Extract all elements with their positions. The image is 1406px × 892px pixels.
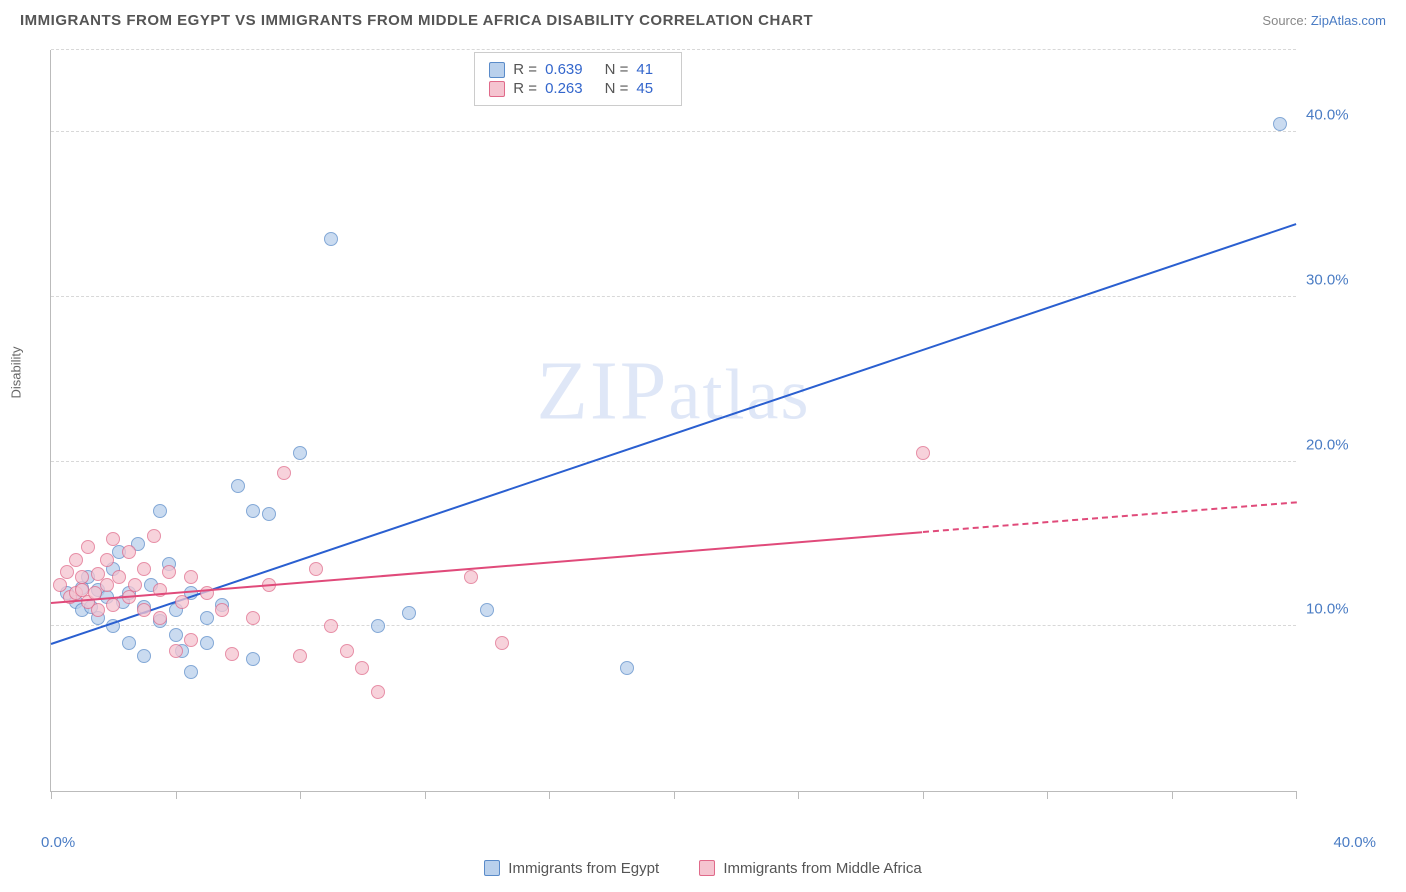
- data-point-series-0: [620, 661, 634, 675]
- x-max-label: 40.0%: [1333, 834, 1376, 851]
- data-point-series-1: [215, 603, 229, 617]
- gridline-h: [51, 131, 1296, 132]
- y-tick-label: 30.0%: [1306, 272, 1376, 289]
- data-point-series-0: [200, 611, 214, 625]
- x-tick: [425, 791, 426, 799]
- data-point-series-1: [464, 570, 478, 584]
- data-point-series-1: [69, 553, 83, 567]
- data-point-series-0: [262, 507, 276, 521]
- data-point-series-0: [231, 479, 245, 493]
- data-point-series-1: [184, 570, 198, 584]
- data-point-series-1: [184, 633, 198, 647]
- data-point-series-0: [246, 504, 260, 518]
- gridline-h: [51, 296, 1296, 297]
- data-point-series-0: [137, 649, 151, 663]
- data-point-series-1: [175, 595, 189, 609]
- x-tick: [549, 791, 550, 799]
- n-value-0: 41: [636, 61, 653, 78]
- data-point-series-1: [81, 540, 95, 554]
- data-point-series-1: [309, 562, 323, 576]
- data-point-series-0: [1273, 117, 1287, 131]
- source-attribution: Source: ZipAtlas.com: [1262, 13, 1386, 28]
- r-value-1: 0.263: [545, 80, 583, 97]
- x-tick: [923, 791, 924, 799]
- data-point-series-1: [100, 578, 114, 592]
- gridline-h: [51, 49, 1296, 50]
- data-point-series-0: [246, 652, 260, 666]
- legend-stats: R = 0.639 N = 41 R = 0.263 N = 45: [474, 52, 682, 106]
- data-point-series-1: [293, 649, 307, 663]
- data-point-series-1: [153, 611, 167, 625]
- source-link[interactable]: ZipAtlas.com: [1311, 13, 1386, 28]
- swatch-bottom-0: [484, 860, 500, 876]
- data-point-series-1: [137, 603, 151, 617]
- trend-line: [51, 223, 1297, 645]
- data-point-series-1: [137, 562, 151, 576]
- data-point-series-1: [122, 545, 136, 559]
- data-point-series-1: [162, 565, 176, 579]
- trend-line: [922, 501, 1296, 533]
- legend-item-0: Immigrants from Egypt: [484, 860, 659, 877]
- data-point-series-0: [480, 603, 494, 617]
- x-tick: [300, 791, 301, 799]
- data-point-series-1: [128, 578, 142, 592]
- legend-row-series-1: R = 0.263 N = 45: [489, 80, 667, 97]
- swatch-series-0: [489, 62, 505, 78]
- data-point-series-0: [169, 628, 183, 642]
- x-tick: [1047, 791, 1048, 799]
- plot-area: ZIPatlas R = 0.639 N = 41 R = 0.263 N = …: [50, 50, 1296, 792]
- swatch-bottom-1: [699, 860, 715, 876]
- y-tick-label: 20.0%: [1306, 436, 1376, 453]
- x-tick: [1172, 791, 1173, 799]
- x-tick: [1296, 791, 1297, 799]
- legend-bottom: Immigrants from Egypt Immigrants from Mi…: [0, 860, 1406, 881]
- y-tick-label: 10.0%: [1306, 601, 1376, 618]
- chart-title: IMMIGRANTS FROM EGYPT VS IMMIGRANTS FROM…: [20, 12, 813, 29]
- gridline-h: [51, 625, 1296, 626]
- gridline-h: [51, 461, 1296, 462]
- data-point-series-1: [355, 661, 369, 675]
- data-point-series-1: [147, 529, 161, 543]
- data-point-series-0: [371, 619, 385, 633]
- data-point-series-1: [277, 466, 291, 480]
- x-tick: [51, 791, 52, 799]
- data-point-series-0: [153, 504, 167, 518]
- x-tick: [798, 791, 799, 799]
- legend-item-1: Immigrants from Middle Africa: [699, 860, 921, 877]
- data-point-series-1: [246, 611, 260, 625]
- x-tick: [176, 791, 177, 799]
- data-point-series-0: [293, 446, 307, 460]
- data-point-series-1: [371, 685, 385, 699]
- x-min-label: 0.0%: [41, 834, 75, 851]
- data-point-series-0: [324, 232, 338, 246]
- x-tick: [674, 791, 675, 799]
- legend-row-series-0: R = 0.639 N = 41: [489, 61, 667, 78]
- trend-line: [51, 531, 923, 604]
- r-value-0: 0.639: [545, 61, 583, 78]
- data-point-series-0: [200, 636, 214, 650]
- data-point-series-1: [495, 636, 509, 650]
- swatch-series-1: [489, 81, 505, 97]
- data-point-series-1: [340, 644, 354, 658]
- y-axis-label: Disability: [9, 346, 24, 398]
- data-point-series-0: [402, 606, 416, 620]
- data-point-series-1: [100, 553, 114, 567]
- n-value-1: 45: [636, 80, 653, 97]
- data-point-series-1: [60, 565, 74, 579]
- data-point-series-1: [324, 619, 338, 633]
- data-point-series-0: [122, 636, 136, 650]
- data-point-series-1: [169, 644, 183, 658]
- watermark: ZIPatlas: [537, 342, 811, 439]
- data-point-series-1: [112, 570, 126, 584]
- data-point-series-0: [184, 665, 198, 679]
- data-point-series-1: [91, 603, 105, 617]
- data-point-series-1: [106, 532, 120, 546]
- chart-container: ZIPatlas R = 0.639 N = 41 R = 0.263 N = …: [50, 50, 1386, 832]
- data-point-series-1: [916, 446, 930, 460]
- data-point-series-1: [106, 598, 120, 612]
- data-point-series-1: [225, 647, 239, 661]
- y-tick-label: 40.0%: [1306, 107, 1376, 124]
- data-point-series-1: [75, 570, 89, 584]
